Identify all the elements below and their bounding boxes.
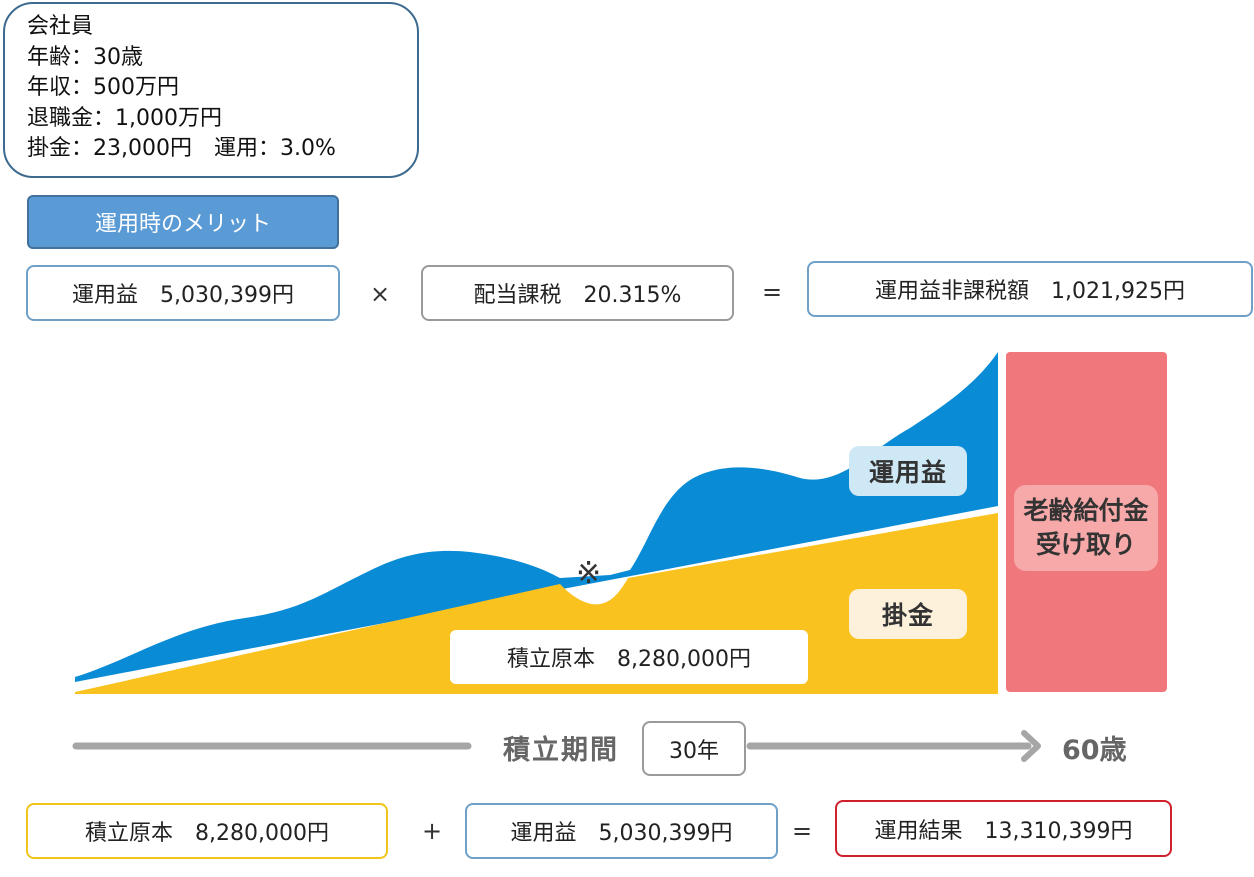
tax-box: 配当課税 20.315% xyxy=(421,265,734,321)
principal-box: 積立原本 8,280,000円 xyxy=(26,803,388,859)
times-operator: × xyxy=(369,280,391,308)
tax-free-amount-box: 運用益非課税額 1,021,925円 xyxy=(807,261,1253,317)
contribution-label: 掛金 xyxy=(849,589,967,639)
merit-heading-button: 運用時のメリット xyxy=(27,195,339,249)
note-mark: ※ xyxy=(576,556,602,591)
end-age-label: 60歳 xyxy=(1062,735,1127,766)
pension-receive-line1: 老齢給付金 xyxy=(1023,496,1149,525)
years-box: 30年 xyxy=(642,721,746,776)
gain-label: 運用益 xyxy=(849,446,967,496)
equals-operator-2: = xyxy=(791,817,813,845)
profile-occupation: 会社員 xyxy=(27,14,94,39)
gain-area xyxy=(75,352,998,682)
pension-receive-label: 老齢給付金 受け取り xyxy=(1014,485,1158,571)
profile-age: 年齢：30歳 xyxy=(27,44,143,70)
total-result-box: 運用結果 13,310,399円 xyxy=(835,800,1172,857)
period-arrow-head xyxy=(1021,730,1041,762)
equals-operator: = xyxy=(761,278,783,306)
profile-retirement-allowance: 退職金：1,000万円 xyxy=(27,105,222,131)
pension-receive-line2: 受け取り xyxy=(1035,530,1136,559)
gain-box: 運用益 5,030,399円 xyxy=(26,265,340,321)
profile-income: 年収：500万円 xyxy=(27,75,179,100)
profile-card: 会社員 年齢：30歳 年収：500万円 退職金：1,000万円 掛金：23,00… xyxy=(3,2,419,178)
period-label: 積立期間 xyxy=(503,735,619,766)
principal-label: 積立原本 8,280,000円 xyxy=(450,630,808,684)
plus-operator: + xyxy=(421,817,443,845)
gain-box-2: 運用益 5,030,399円 xyxy=(465,803,778,859)
profile-contribution: 掛金：23,000円 運用：3.0% xyxy=(27,136,336,161)
